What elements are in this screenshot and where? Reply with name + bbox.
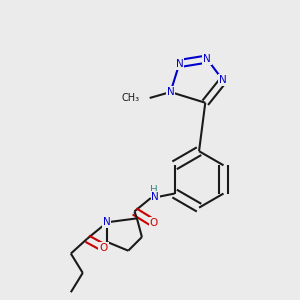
Text: N: N <box>176 58 183 68</box>
Text: O: O <box>150 218 158 228</box>
Text: N: N <box>219 76 227 85</box>
Text: N: N <box>103 218 110 227</box>
Text: N: N <box>152 191 159 202</box>
Text: N: N <box>203 54 211 64</box>
Text: CH₃: CH₃ <box>121 93 139 103</box>
Text: O: O <box>99 243 108 253</box>
Text: H: H <box>150 185 158 195</box>
Text: N: N <box>167 87 174 97</box>
